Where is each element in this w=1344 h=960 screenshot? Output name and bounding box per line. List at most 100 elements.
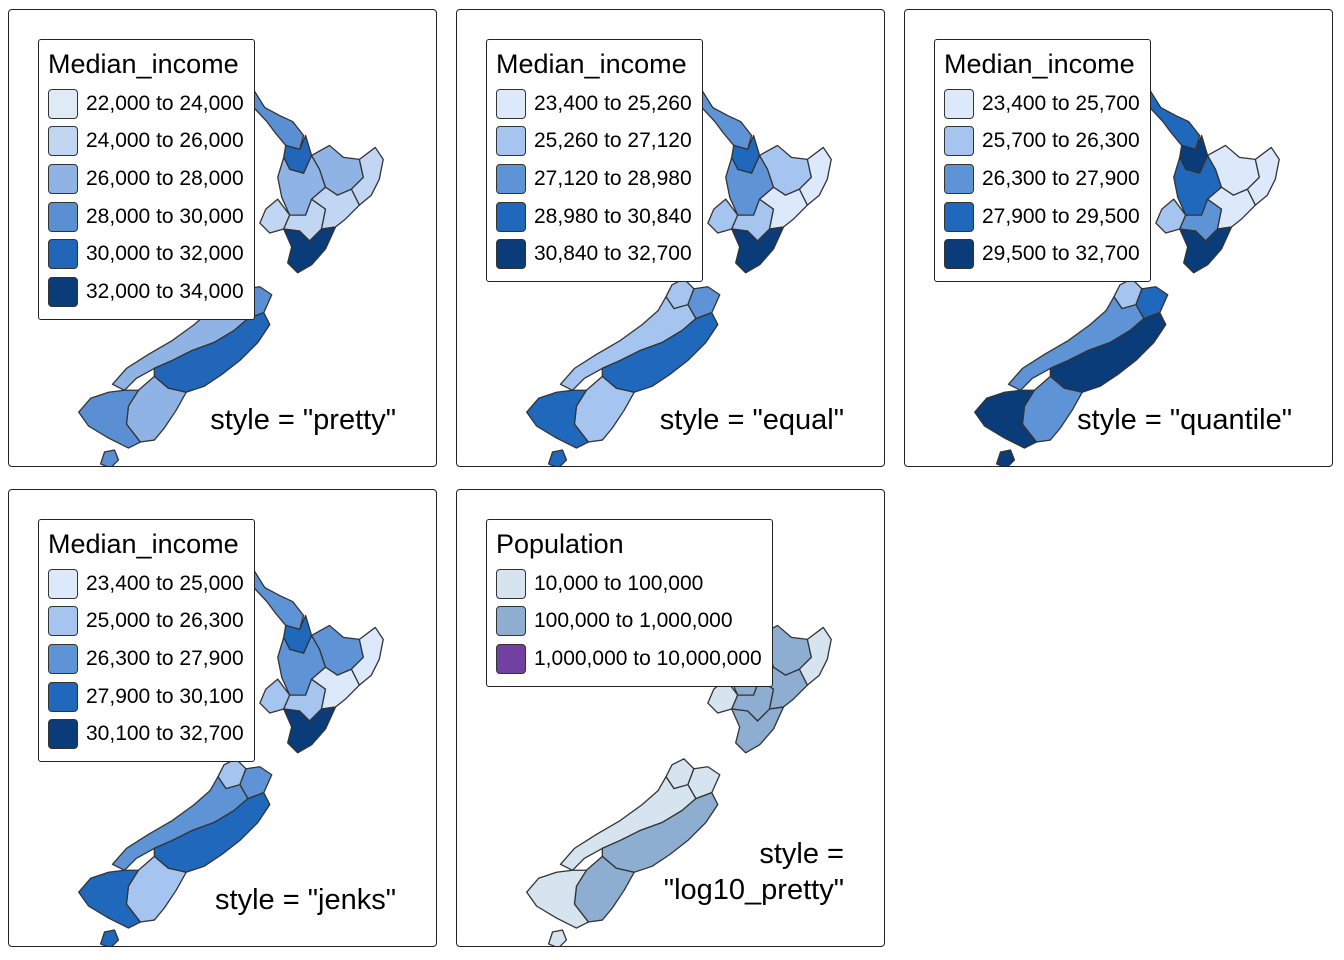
legend-swatch xyxy=(48,88,78,119)
legend-swatch xyxy=(48,126,78,157)
legend-label: 23,400 to 25,700 xyxy=(982,91,1140,115)
legend-label: 23,400 to 25,260 xyxy=(534,91,692,115)
legend-rows: 23,400 to 25,700 25,700 to 26,300 26,300 t… xyxy=(944,85,1140,273)
region-southland xyxy=(974,389,1038,449)
legend-item: 23,400 to 25,000 xyxy=(48,565,244,603)
legend-swatch xyxy=(48,163,78,194)
legend-label: 26,300 to 27,900 xyxy=(86,646,244,670)
legend-item: 28,980 to 30,840 xyxy=(496,198,692,236)
region-gisborne xyxy=(350,146,384,206)
legend-swatch xyxy=(496,201,526,232)
region-gisborne xyxy=(798,146,832,206)
region-wellington xyxy=(1179,226,1233,274)
legend-rows: 10,000 to 100,000 100,000 to 1,000,000 1,0… xyxy=(496,565,762,678)
legend-label: 25,000 to 26,300 xyxy=(86,609,244,633)
legend-item: 27,900 to 29,500 xyxy=(944,198,1140,236)
legend-label: 25,260 to 27,120 xyxy=(534,129,692,153)
legend-swatch xyxy=(48,606,78,637)
legend-swatch xyxy=(944,88,974,119)
legend-item: 27,120 to 28,980 xyxy=(496,160,692,198)
legend-swatch xyxy=(48,643,78,674)
region-stewart xyxy=(995,449,1016,466)
legend-swatch xyxy=(48,201,78,232)
region-hawkes xyxy=(1206,186,1257,230)
legend-item: 30,840 to 32,700 xyxy=(496,235,692,273)
legend-label: 25,700 to 26,300 xyxy=(982,129,1140,153)
legend: Median_income 23,400 to 25,000 25,000 to … xyxy=(38,519,255,762)
legend-item: 29,500 to 32,700 xyxy=(944,235,1140,273)
region-southland xyxy=(78,389,142,449)
legend-label: 10,000 to 100,000 xyxy=(534,571,704,595)
legend-label: 30,840 to 32,700 xyxy=(534,242,692,266)
region-gisborne xyxy=(798,626,832,686)
region-southland xyxy=(526,389,590,449)
nz-map xyxy=(526,61,832,466)
legend-swatch xyxy=(944,126,974,157)
map-panel-equal: Median_income 23,400 to 25,260 25,260 to … xyxy=(456,9,885,467)
legend-swatch xyxy=(944,201,974,232)
legend-title: Median_income xyxy=(48,49,239,79)
legend-swatch xyxy=(944,163,974,194)
legend: Median_income 22,000 to 24,000 24,000 to … xyxy=(38,39,255,320)
legend-item: 23,400 to 25,700 xyxy=(944,85,1140,123)
legend-title: Median_income xyxy=(48,529,239,559)
legend-item: 22,000 to 24,000 xyxy=(48,85,244,123)
region-stewart xyxy=(547,929,568,946)
legend-label: 30,100 to 32,700 xyxy=(86,722,244,746)
legend-label: 28,980 to 30,840 xyxy=(534,204,692,228)
region-stewart xyxy=(547,449,568,466)
legend: Median_income 23,400 to 25,260 25,260 to … xyxy=(486,39,703,282)
region-westcoast xyxy=(1007,296,1145,391)
legend: Median_income 23,400 to 25,700 25,700 to … xyxy=(934,39,1151,282)
legend-swatch xyxy=(496,606,526,637)
legend-swatch xyxy=(48,719,78,750)
legend-title: Median_income xyxy=(944,49,1135,79)
legend: Population 10,000 to 100,000 100,000 to 1… xyxy=(486,519,773,687)
region-wellington xyxy=(283,706,337,754)
legend-swatch xyxy=(48,568,78,599)
legend-item: 24,000 to 26,000 xyxy=(48,123,244,161)
style-label: style = "quantile" xyxy=(1077,404,1292,436)
legend-item: 30,100 to 32,700 xyxy=(48,715,244,753)
legend-swatch xyxy=(944,239,974,270)
legend-swatch xyxy=(496,239,526,270)
region-wellington xyxy=(731,226,785,274)
region-hawkes xyxy=(758,186,809,230)
legend-item: 28,000 to 30,000 xyxy=(48,198,244,236)
region-wellington xyxy=(283,226,337,274)
nz-regions xyxy=(526,61,832,466)
legend-swatch xyxy=(496,126,526,157)
legend-swatch xyxy=(48,681,78,712)
legend-item: 100,000 to 1,000,000 xyxy=(496,603,762,641)
legend-title: Population xyxy=(496,529,624,559)
legend-label: 27,900 to 29,500 xyxy=(982,204,1140,228)
region-southland xyxy=(526,869,590,929)
legend-item: 25,000 to 26,300 xyxy=(48,603,244,641)
legend-item: 26,300 to 27,900 xyxy=(48,640,244,678)
legend-label: 22,000 to 24,000 xyxy=(86,91,244,115)
legend-item: 10,000 to 100,000 xyxy=(496,565,762,603)
nz-regions xyxy=(78,61,384,466)
legend-item: 25,260 to 27,120 xyxy=(496,123,692,161)
legend-label: 26,000 to 28,000 xyxy=(86,166,244,190)
nz-map xyxy=(78,61,384,466)
legend-label: 28,000 to 30,000 xyxy=(86,204,244,228)
region-southland xyxy=(78,869,142,929)
region-stewart xyxy=(99,929,120,946)
legend-item: 30,000 to 32,000 xyxy=(48,235,244,273)
map-panel-pretty: Median_income 22,000 to 24,000 24,000 to … xyxy=(8,9,437,467)
legend-item: 1,000,000 to 10,000,000 xyxy=(496,640,762,678)
legend-rows: 23,400 to 25,260 25,260 to 27,120 27,120 t… xyxy=(496,85,692,273)
legend-label: 26,300 to 27,900 xyxy=(982,166,1140,190)
region-wellington xyxy=(731,706,785,754)
region-westcoast xyxy=(559,776,697,871)
style-label: style = "pretty" xyxy=(210,404,396,436)
legend-label: 27,120 to 28,980 xyxy=(534,166,692,190)
legend-swatch xyxy=(48,276,78,307)
legend-swatch xyxy=(48,239,78,270)
legend-item: 32,000 to 34,000 xyxy=(48,273,244,311)
legend-swatch xyxy=(496,568,526,599)
region-westcoast xyxy=(559,296,697,391)
style-label: style = "log10_pretty" xyxy=(663,838,844,906)
legend-item: 25,700 to 26,300 xyxy=(944,123,1140,161)
